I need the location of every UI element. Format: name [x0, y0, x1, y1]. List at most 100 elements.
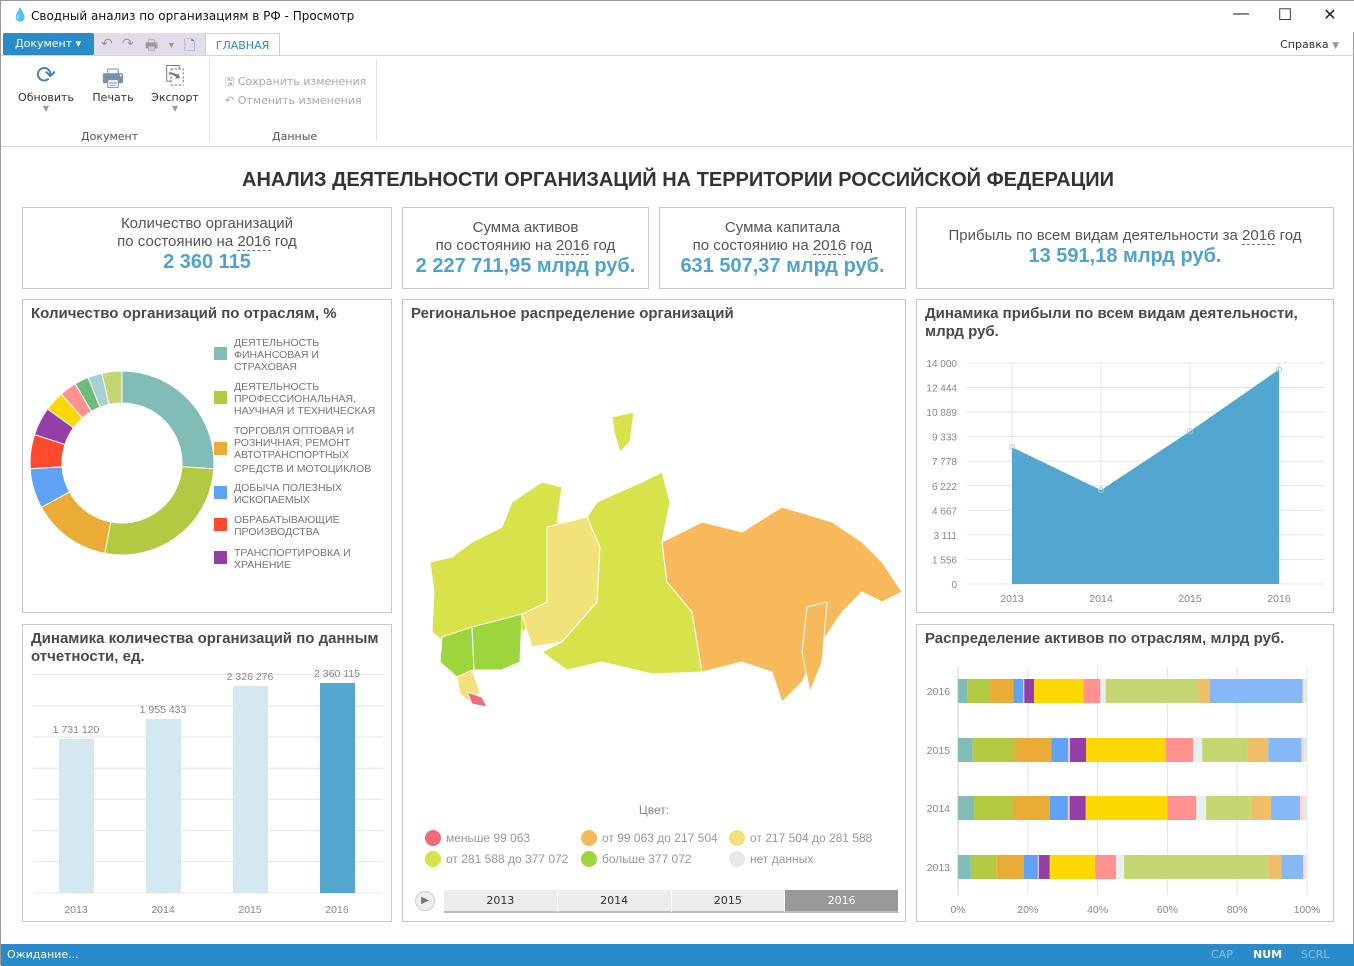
bar-segment: [1304, 738, 1307, 762]
chevron-down-icon[interactable]: ▼: [167, 40, 176, 50]
x-tick-label: 2015: [238, 904, 262, 916]
bar-segment: [1196, 796, 1207, 820]
bar-segment: [1037, 855, 1039, 879]
bar-segment: [1300, 796, 1303, 820]
bar-segment: [1014, 738, 1052, 762]
bar-value-label: 2 326 276: [227, 671, 274, 683]
legend-label: ТРАНСПОРТИРОВКА И ХРАНЕНИЕ: [234, 547, 351, 571]
bar-segment: [1085, 796, 1168, 820]
year-link[interactable]: 2016: [812, 237, 847, 255]
export-label: Экспорт: [151, 91, 199, 104]
bar-segment: [1251, 796, 1272, 820]
help-menu[interactable]: Справка ▼: [1280, 38, 1339, 51]
russia-map[interactable]: [403, 400, 905, 720]
bar-segment: [970, 855, 997, 879]
year-link[interactable]: 2016: [237, 233, 271, 251]
close-button[interactable]: ✕: [1323, 7, 1337, 24]
kpi-value: 13 591,18 млрд руб.: [1028, 245, 1222, 267]
dashboard-title: АНАЛИЗ ДЕЯТЕЛЬНОСТИ ОРГАНИЗАЦИЙ НА ТЕРРИ…: [242, 169, 1114, 191]
play-button[interactable]: ▶: [415, 891, 435, 911]
y-tick-label: 10 889: [926, 408, 957, 419]
bar-segment: [1070, 738, 1087, 762]
bar-segment: [974, 796, 1014, 820]
timeline-year-2016[interactable]: 2016: [785, 890, 899, 913]
refresh-label: Обновить: [18, 91, 74, 104]
printer-icon: 🖶: [101, 64, 125, 92]
x-tick-label: 0%: [950, 904, 965, 916]
panel-assets-by-industry: Распределение активов по отраслям, млрд …: [916, 624, 1334, 922]
y-tick-label: 1 556: [932, 555, 957, 566]
panel-title: Динамика количества организаций по данны…: [31, 630, 379, 665]
status-bar: Ожидание... CAP NUM SCRL: [1, 944, 1354, 966]
document-menu-button[interactable]: Документ ▾: [3, 33, 94, 55]
print-label: Печать: [92, 91, 134, 104]
status-text: Ожидание...: [7, 948, 79, 961]
legend-label: от 281 588 до 377 072: [446, 852, 569, 866]
tab-main[interactable]: ГЛАВНАЯ: [205, 33, 280, 56]
bar-segment: [1302, 796, 1307, 820]
panel-regional-map: Региональное распределение организаций Ц…: [402, 299, 906, 922]
legend-label: от 99 063 до 217 504: [602, 831, 718, 845]
bar-segment: [1301, 738, 1305, 762]
data-point: [1187, 428, 1193, 435]
timeline-year-2014[interactable]: 2014: [557, 890, 672, 913]
print-icon[interactable]: 🖶: [145, 37, 159, 53]
timeline[interactable]: 2013 2014 2015 2016: [444, 890, 899, 913]
x-tick-label: 2015: [1178, 593, 1202, 605]
kpi-assets: Сумма активов по состоянию на 2016 год 2…: [402, 207, 649, 289]
kpi-date: по состоянию на 2016 год: [117, 233, 297, 251]
bar-segment: [1051, 738, 1069, 762]
bar-segment: [1100, 679, 1106, 703]
redo-icon[interactable]: ↷: [122, 35, 134, 51]
maximize-button[interactable]: ☐: [1277, 7, 1293, 24]
print-button[interactable]: 🖶 Печать: [87, 61, 139, 104]
bar-value-label: 2 360 115: [314, 668, 360, 680]
divider: [376, 59, 377, 141]
document-menu-label: Документ: [15, 37, 73, 50]
x-tick-label: 60%: [1157, 904, 1178, 916]
timeline-year-2015[interactable]: 2015: [671, 890, 786, 913]
cancel-changes-button[interactable]: ↶ Отменить изменения: [225, 94, 362, 107]
legend-dot: [581, 851, 597, 867]
minimize-button[interactable]: —: [1233, 5, 1249, 22]
legend-dot: [581, 830, 597, 846]
x-tick-label: 20%: [1017, 904, 1038, 916]
bar-segment: [1166, 738, 1194, 762]
export-button[interactable]: ⎘ Экспорт ▼: [147, 61, 203, 113]
save-changes-button[interactable]: 🖫 Сохранить изменения: [225, 73, 366, 92]
legend-label: меньше 99 063: [446, 831, 531, 845]
year-link[interactable]: 2016: [1242, 227, 1276, 245]
legend-swatch: [214, 442, 227, 455]
timeline-year-2013[interactable]: 2013: [444, 890, 558, 913]
window-title: Сводный анализ по организациям в РФ - Пр…: [31, 9, 355, 23]
kpi-organizations: Количество организаций по состоянию на 2…: [22, 207, 392, 289]
kpi-profit: Прибыль по всем видам деятельности за 20…: [916, 207, 1334, 289]
title-bar: 💧 Сводный анализ по организациям в РФ - …: [1, 1, 1354, 32]
bar-segment: [1198, 679, 1210, 703]
refresh-button[interactable]: ⟳ Обновить ▼: [13, 61, 79, 113]
legend-swatch: [214, 551, 227, 564]
kpi-date: по состоянию на 2016 год: [435, 237, 616, 255]
bar-segment: [1247, 738, 1269, 762]
bar-segment: [1202, 738, 1248, 762]
legend-dot: [425, 851, 441, 867]
caps-lock-indicator: CAP: [1211, 948, 1233, 961]
bar-value-label: 1 731 120: [53, 724, 100, 736]
app-drop-icon: 💧: [12, 7, 29, 22]
bar-segment: [1086, 738, 1167, 762]
bar-segment: [1013, 679, 1024, 703]
map-legend-item: от 281 588 до 377 072: [425, 851, 568, 867]
bar-segment: [1281, 855, 1304, 879]
bar: [146, 719, 181, 893]
undo-icon[interactable]: ↶: [101, 35, 113, 51]
x-tick-label: 2014: [1089, 593, 1113, 605]
bar-segment: [1067, 796, 1070, 820]
bar-segment: [1167, 796, 1197, 820]
stacked-bar-chart: 0% 20% 40% 60% 80% 100% 2016 2015 2014 2013: [927, 667, 1320, 916]
preview-icon[interactable]: 🗋: [184, 37, 196, 53]
year-link[interactable]: 2016: [555, 237, 590, 255]
bar-value-label: 1 955 433: [140, 704, 187, 716]
bar-segment: [1116, 855, 1125, 879]
bar-segment: [1268, 855, 1282, 879]
bar-segment: [996, 855, 1024, 879]
